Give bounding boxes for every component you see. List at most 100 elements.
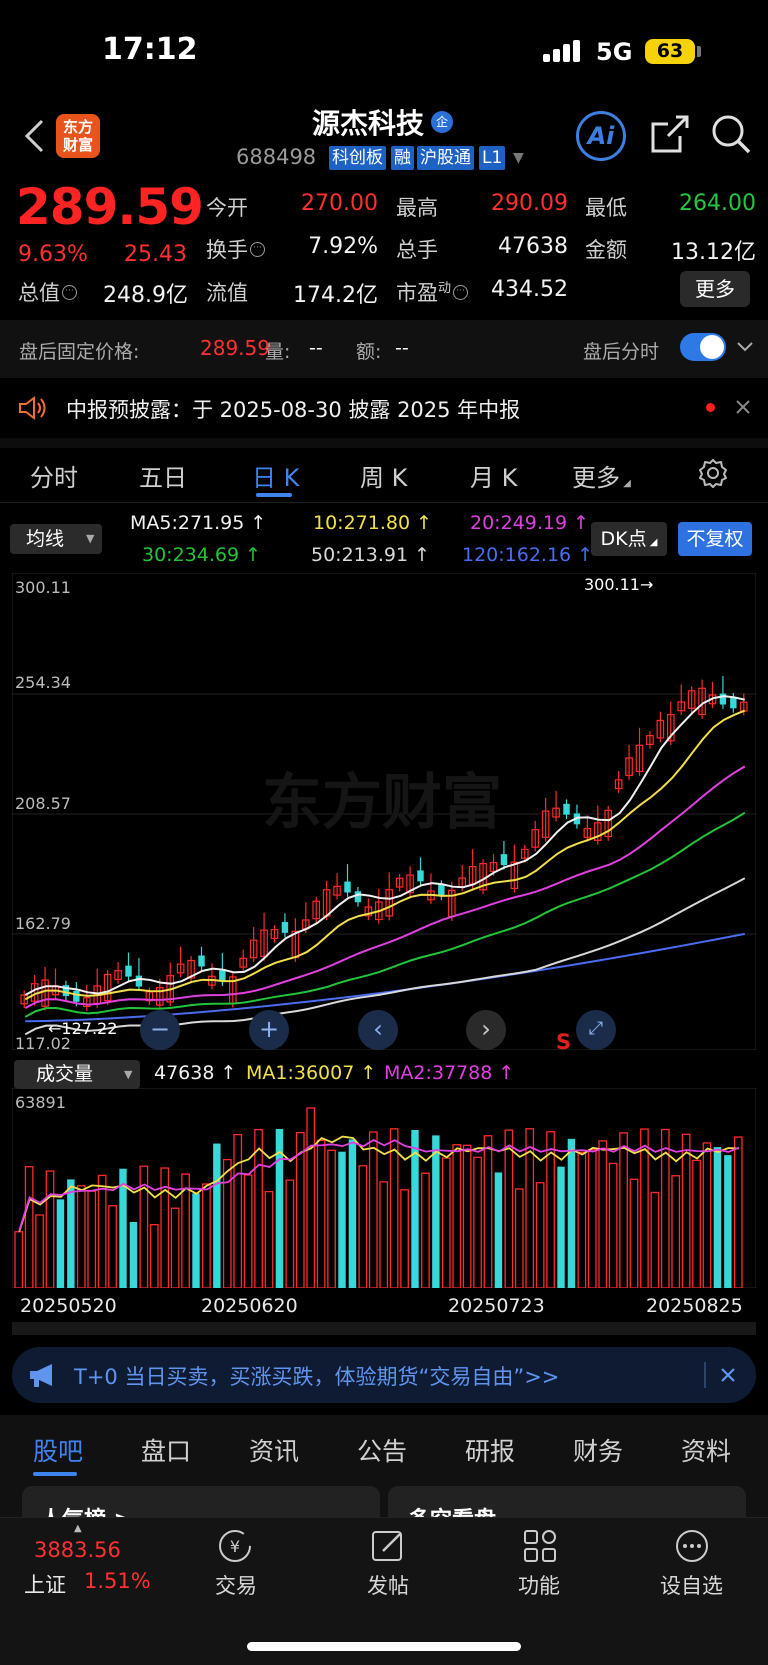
tab-monthly-k[interactable]: 月 K: [470, 464, 518, 492]
volume-bar: [494, 1172, 503, 1288]
divider: [0, 502, 768, 503]
change-percent: 9.63%: [18, 242, 88, 267]
candle: [677, 701, 686, 712]
back-icon[interactable]: [22, 118, 48, 154]
nav-trade[interactable]: 交易: [215, 1574, 257, 1598]
candle: [333, 885, 341, 896]
tab-announcements[interactable]: 公告: [357, 1437, 408, 1466]
close-icon[interactable]: [734, 398, 752, 416]
notice-text[interactable]: 中报预披露：于 2025-08-30 披露 2025 年中报: [66, 398, 521, 422]
volume-bar: [692, 1159, 701, 1288]
candle: [103, 973, 112, 1002]
trade-icon[interactable]: ¥: [216, 1527, 254, 1565]
adjust-button[interactable]: 不复权: [678, 522, 752, 556]
index-value[interactable]: 3883.56: [34, 1538, 121, 1562]
apps-icon[interactable]: [521, 1527, 559, 1565]
scroll-right-button[interactable]: ›: [466, 1010, 506, 1050]
volume-bar: [327, 1149, 336, 1288]
tab-order-book[interactable]: 盘口: [141, 1437, 192, 1466]
volume-bar: [295, 1131, 305, 1288]
tab-daily-k[interactable]: 日 K: [252, 464, 300, 492]
candlestick-chart[interactable]: 东方财富 300.11→ ←127.22: [12, 573, 756, 1050]
close-icon[interactable]: [719, 1366, 737, 1384]
enterprise-badge: 企: [431, 111, 453, 133]
tab-news[interactable]: 资讯: [249, 1437, 300, 1466]
volume-bar: [45, 1170, 55, 1288]
volume-chart[interactable]: [12, 1088, 756, 1288]
index-name[interactable]: 上证: [24, 1573, 66, 1597]
volume-value: 47638: [498, 234, 568, 259]
nav-add-watchlist[interactable]: 设自选: [660, 1574, 723, 1598]
volume-bar: [557, 1166, 565, 1288]
ma10-value: 10:271.80 ↑: [313, 512, 433, 534]
zoom-in-button[interactable]: +: [249, 1010, 289, 1050]
app-logo: 东方财富: [56, 114, 100, 158]
chevron-down-icon[interactable]: ▼: [124, 1068, 133, 1081]
ai-button[interactable]: Ai: [576, 111, 626, 161]
fullscreen-icon[interactable]: ⤢: [576, 1010, 616, 1050]
divider: [704, 1362, 706, 1388]
volume-bar: [671, 1175, 681, 1288]
candle: [270, 929, 279, 939]
megaphone-icon: [30, 1364, 52, 1387]
tab-five-day[interactable]: 五日: [139, 464, 187, 492]
volume-bar: [243, 1174, 253, 1288]
gear-icon[interactable]: [697, 457, 729, 489]
candle: [114, 970, 122, 981]
candle: [666, 713, 675, 742]
tab-profile[interactable]: 资料: [681, 1437, 732, 1466]
candle: [531, 829, 540, 848]
tag-star-market: 科创板: [329, 146, 386, 170]
tab-weekly-k[interactable]: 周 K: [360, 464, 408, 492]
ma-selector[interactable]: 均线: [10, 524, 102, 554]
tab-more[interactable]: 更多 ◢: [572, 464, 631, 492]
ma50-value: 50:213.91 ↑: [311, 544, 431, 566]
volume-selector[interactable]: 成交量: [14, 1060, 140, 1089]
candle: [20, 994, 29, 1005]
volume-bar: [149, 1223, 159, 1288]
promo-banner[interactable]: [12, 1347, 756, 1403]
candle: [687, 690, 696, 709]
post-icon[interactable]: [369, 1527, 407, 1565]
ma20-value: 20:249.19 ↑: [470, 512, 590, 534]
chevron-down-icon[interactable]: ▼: [513, 150, 524, 166]
volume-bar: [650, 1191, 660, 1288]
tab-timeshare[interactable]: 分时: [30, 464, 78, 492]
float-cap-label: 流值: [206, 281, 248, 305]
unread-dot: [706, 403, 715, 412]
scroll-left-button[interactable]: ‹: [358, 1010, 398, 1050]
search-icon[interactable]: [710, 113, 752, 155]
ma5-value: MA5:271.95 ↑: [130, 512, 267, 534]
index-change[interactable]: 1.51%: [84, 1569, 151, 1593]
candle: [239, 957, 248, 968]
chevron-down-icon[interactable]: [736, 338, 754, 356]
share-icon[interactable]: [650, 114, 690, 154]
toggle-knob[interactable]: [700, 335, 724, 359]
volume-bar: [441, 1157, 451, 1288]
dk-point-button[interactable]: DK点 ◢: [591, 522, 667, 556]
after-hours-timeshare-label: 盘后分时: [583, 341, 660, 363]
volume-bar: [368, 1131, 378, 1288]
after-hours-price: 289.59: [200, 336, 270, 360]
after-hours-amount-label: 额:: [356, 341, 382, 363]
tab-forum[interactable]: 股吧: [33, 1437, 84, 1466]
tab-finance[interactable]: 财务: [573, 1437, 624, 1466]
volume-bar: [619, 1132, 628, 1288]
candle: [646, 735, 654, 745]
add-watchlist-icon[interactable]: [673, 1527, 711, 1565]
nav-functions[interactable]: 功能: [518, 1574, 560, 1598]
tab-research[interactable]: 研报: [465, 1437, 516, 1466]
volume-bar: [379, 1181, 389, 1288]
volume-bar: [192, 1193, 200, 1288]
more-button[interactable]: 更多: [680, 271, 750, 307]
chevron-down-icon[interactable]: ▼: [86, 532, 95, 545]
volume-bar: [67, 1179, 75, 1288]
current-price: 289.59: [16, 178, 204, 236]
volume-bar: [483, 1135, 493, 1288]
promo-text[interactable]: T+0 当日买卖，买涨买跌，体验期货“交易自由”>>: [74, 1365, 560, 1389]
candle: [125, 965, 132, 977]
zoom-out-button[interactable]: −: [140, 1010, 180, 1050]
volume-bar: [733, 1136, 743, 1288]
nav-post[interactable]: 发帖: [367, 1574, 409, 1598]
volume-bar: [535, 1182, 545, 1288]
